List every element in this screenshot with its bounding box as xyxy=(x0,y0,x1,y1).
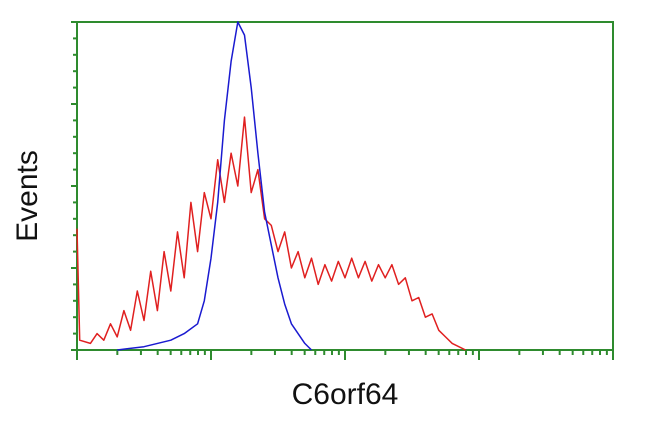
blue-series-line xyxy=(117,21,313,351)
red-series-line xyxy=(76,116,466,351)
y-axis-label: Events xyxy=(11,150,44,242)
plot-frame xyxy=(76,21,614,351)
x-axis-label: C6orf64 xyxy=(291,378,399,411)
